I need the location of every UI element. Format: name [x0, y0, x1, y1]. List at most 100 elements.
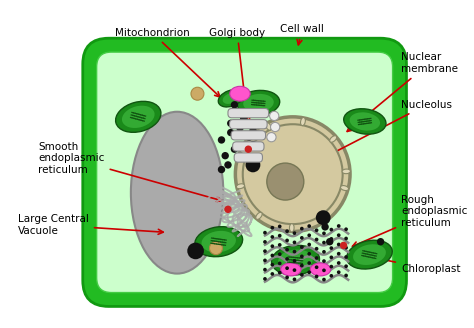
- Circle shape: [307, 234, 311, 237]
- Ellipse shape: [278, 250, 313, 271]
- Circle shape: [278, 225, 282, 228]
- Circle shape: [292, 259, 296, 263]
- Circle shape: [329, 246, 333, 250]
- Ellipse shape: [116, 101, 161, 132]
- Circle shape: [337, 224, 341, 228]
- Ellipse shape: [281, 263, 301, 276]
- Circle shape: [270, 111, 279, 120]
- Circle shape: [322, 241, 326, 244]
- Circle shape: [263, 249, 267, 253]
- Circle shape: [285, 248, 289, 252]
- Circle shape: [316, 210, 331, 225]
- Circle shape: [307, 224, 311, 228]
- Circle shape: [285, 238, 289, 242]
- Circle shape: [271, 272, 274, 276]
- Circle shape: [246, 133, 253, 141]
- Circle shape: [246, 157, 260, 172]
- Circle shape: [218, 166, 225, 173]
- Circle shape: [344, 264, 348, 268]
- Circle shape: [278, 234, 282, 237]
- Ellipse shape: [330, 136, 337, 142]
- Ellipse shape: [265, 123, 271, 130]
- Text: Golgi body: Golgi body: [209, 28, 265, 123]
- Circle shape: [191, 87, 204, 100]
- FancyBboxPatch shape: [231, 131, 265, 140]
- FancyBboxPatch shape: [97, 52, 392, 293]
- Text: Cell wall: Cell wall: [280, 24, 324, 45]
- Circle shape: [263, 268, 267, 272]
- Circle shape: [307, 252, 311, 256]
- Circle shape: [322, 250, 326, 254]
- Circle shape: [240, 115, 247, 122]
- Circle shape: [292, 250, 296, 254]
- Circle shape: [322, 259, 326, 263]
- Circle shape: [329, 237, 333, 241]
- Circle shape: [344, 236, 348, 240]
- Ellipse shape: [350, 112, 380, 131]
- Circle shape: [237, 109, 244, 116]
- Circle shape: [285, 266, 289, 270]
- Circle shape: [300, 255, 304, 258]
- Circle shape: [337, 270, 341, 274]
- Circle shape: [249, 141, 256, 148]
- Text: Mitochondrion: Mitochondrion: [115, 28, 220, 97]
- Circle shape: [300, 227, 304, 231]
- Ellipse shape: [243, 94, 274, 112]
- Circle shape: [322, 278, 326, 281]
- Circle shape: [263, 240, 267, 244]
- Circle shape: [315, 228, 319, 232]
- Text: Nucleolus: Nucleolus: [301, 100, 452, 169]
- Circle shape: [285, 229, 289, 233]
- Ellipse shape: [201, 231, 236, 253]
- FancyBboxPatch shape: [83, 38, 407, 306]
- Circle shape: [231, 101, 238, 109]
- Circle shape: [285, 276, 289, 279]
- Ellipse shape: [322, 214, 328, 221]
- Circle shape: [221, 152, 229, 159]
- Circle shape: [271, 244, 274, 248]
- Circle shape: [377, 238, 384, 245]
- Circle shape: [300, 264, 304, 267]
- FancyBboxPatch shape: [229, 120, 267, 129]
- Circle shape: [227, 120, 235, 127]
- Ellipse shape: [223, 93, 239, 104]
- Ellipse shape: [195, 227, 243, 257]
- Circle shape: [300, 273, 304, 277]
- Circle shape: [337, 252, 341, 256]
- Circle shape: [329, 265, 333, 268]
- Circle shape: [218, 136, 225, 144]
- Circle shape: [224, 161, 232, 169]
- Circle shape: [278, 252, 282, 256]
- Circle shape: [329, 228, 333, 232]
- Ellipse shape: [219, 90, 243, 107]
- Circle shape: [340, 242, 347, 249]
- Circle shape: [267, 163, 304, 200]
- Circle shape: [292, 231, 296, 235]
- Circle shape: [300, 245, 304, 249]
- Ellipse shape: [240, 149, 248, 154]
- Ellipse shape: [310, 263, 331, 276]
- Circle shape: [337, 261, 341, 265]
- Circle shape: [267, 133, 276, 142]
- Circle shape: [307, 243, 311, 246]
- Circle shape: [315, 237, 319, 241]
- Circle shape: [321, 223, 329, 231]
- Circle shape: [249, 127, 256, 134]
- Circle shape: [344, 246, 348, 250]
- Ellipse shape: [122, 106, 155, 128]
- Circle shape: [271, 254, 274, 257]
- Circle shape: [307, 261, 311, 265]
- Circle shape: [329, 274, 333, 278]
- Text: Chloroplast: Chloroplast: [368, 255, 460, 275]
- Circle shape: [315, 265, 319, 269]
- Circle shape: [322, 269, 326, 272]
- Ellipse shape: [340, 186, 348, 191]
- Ellipse shape: [342, 169, 350, 174]
- Text: Rough
endoplasmic
reticulum: Rough endoplasmic reticulum: [353, 195, 467, 247]
- FancyBboxPatch shape: [233, 142, 264, 151]
- Ellipse shape: [346, 240, 392, 269]
- Circle shape: [263, 231, 267, 235]
- Text: Nuclear
membrane: Nuclear membrane: [347, 52, 458, 132]
- Text: Smooth
endoplasmic
reticulum: Smooth endoplasmic reticulum: [38, 142, 222, 202]
- Circle shape: [292, 277, 296, 281]
